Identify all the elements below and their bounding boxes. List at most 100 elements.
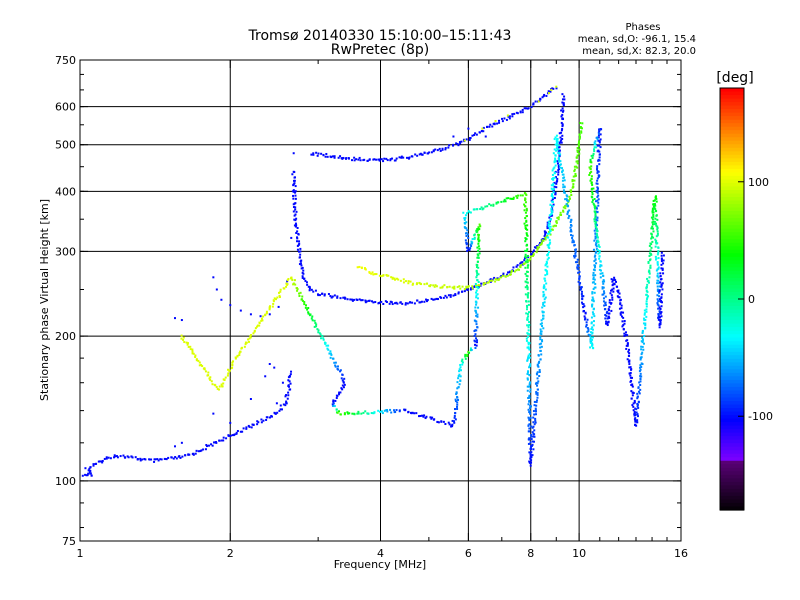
- data-point: [333, 155, 336, 158]
- data-point: [84, 473, 87, 476]
- data-point: [476, 264, 479, 267]
- data-point: [452, 144, 455, 147]
- data-point: [528, 437, 531, 440]
- data-point: [304, 279, 307, 282]
- data-point: [293, 179, 296, 182]
- data-point: [521, 261, 524, 264]
- data-point: [475, 323, 478, 326]
- data-point: [607, 315, 610, 318]
- data-point: [460, 369, 463, 372]
- data-point: [639, 388, 642, 391]
- data-point: [431, 416, 434, 419]
- data-point: [461, 285, 464, 288]
- data-point: [583, 318, 586, 321]
- data-point: [215, 441, 218, 444]
- data-point: [469, 347, 472, 350]
- data-point: [647, 270, 650, 273]
- data-point: [543, 277, 546, 280]
- data-point: [646, 290, 649, 293]
- data-point: [482, 283, 485, 286]
- colorbar-segment: [720, 408, 744, 413]
- data-point: [294, 185, 297, 188]
- colorbar-segment: [720, 112, 744, 117]
- colorbar-segment: [720, 488, 744, 494]
- data-point: [648, 252, 651, 255]
- data-point: [87, 472, 90, 475]
- data-point: [575, 156, 578, 159]
- data-point: [289, 388, 292, 391]
- data-point: [287, 379, 290, 382]
- data-point: [167, 456, 170, 459]
- data-point: [249, 398, 252, 401]
- data-point: [502, 272, 505, 275]
- data-point: [592, 324, 595, 327]
- data-point: [341, 388, 344, 391]
- data-point: [453, 416, 456, 419]
- data-point: [420, 300, 423, 303]
- data-point: [605, 320, 608, 323]
- data-point: [593, 278, 596, 281]
- colorbar-segment: [720, 334, 744, 339]
- data-point: [181, 455, 184, 458]
- data-point: [247, 340, 250, 343]
- data-point: [587, 330, 590, 333]
- data-point: [478, 223, 481, 226]
- data-point: [335, 394, 338, 397]
- data-point: [608, 312, 611, 315]
- data-point: [334, 365, 337, 368]
- data-point: [614, 279, 617, 282]
- data-point: [569, 226, 572, 229]
- data-point: [470, 244, 473, 247]
- colorbar-segment: [720, 232, 744, 237]
- data-point: [656, 282, 659, 285]
- data-point: [453, 287, 456, 290]
- data-point: [628, 348, 631, 351]
- data-point: [466, 212, 469, 215]
- data-point: [307, 306, 310, 309]
- data-point: [466, 355, 469, 358]
- colorbar-segment: [720, 372, 744, 377]
- data-point: [465, 246, 468, 249]
- data-point: [294, 194, 297, 197]
- data-point: [593, 150, 596, 153]
- data-point: [424, 417, 427, 420]
- data-point: [629, 376, 632, 379]
- data-point: [640, 375, 643, 378]
- data-point: [503, 198, 506, 201]
- data-point: [437, 421, 440, 424]
- data-point: [439, 286, 442, 289]
- data-point: [586, 318, 589, 321]
- data-point: [660, 267, 663, 270]
- data-point: [191, 348, 194, 351]
- data-point: [312, 290, 315, 293]
- data-point: [617, 296, 620, 299]
- data-point: [444, 147, 447, 150]
- data-point: [554, 159, 557, 162]
- data-point: [505, 118, 508, 121]
- data-point: [475, 231, 478, 234]
- data-point: [276, 296, 279, 299]
- data-point: [642, 348, 645, 351]
- data-point: [645, 298, 648, 301]
- data-point: [220, 298, 223, 301]
- data-point: [527, 256, 530, 259]
- data-point: [218, 385, 221, 388]
- data-point: [101, 461, 104, 464]
- data-point: [473, 334, 476, 337]
- data-point: [556, 142, 559, 145]
- data-point: [561, 110, 564, 113]
- data-point: [509, 273, 512, 276]
- data-point: [528, 374, 531, 377]
- data-point: [475, 291, 478, 294]
- data-point: [565, 198, 568, 201]
- data-point: [116, 456, 119, 459]
- data-point: [602, 293, 605, 296]
- data-point: [478, 228, 481, 231]
- colorbar-segment: [720, 306, 744, 311]
- colorbar-segment: [720, 105, 744, 110]
- data-point: [478, 131, 481, 134]
- data-point: [607, 320, 610, 323]
- data-point: [296, 287, 299, 290]
- data-point: [476, 297, 479, 300]
- data-point: [560, 109, 563, 112]
